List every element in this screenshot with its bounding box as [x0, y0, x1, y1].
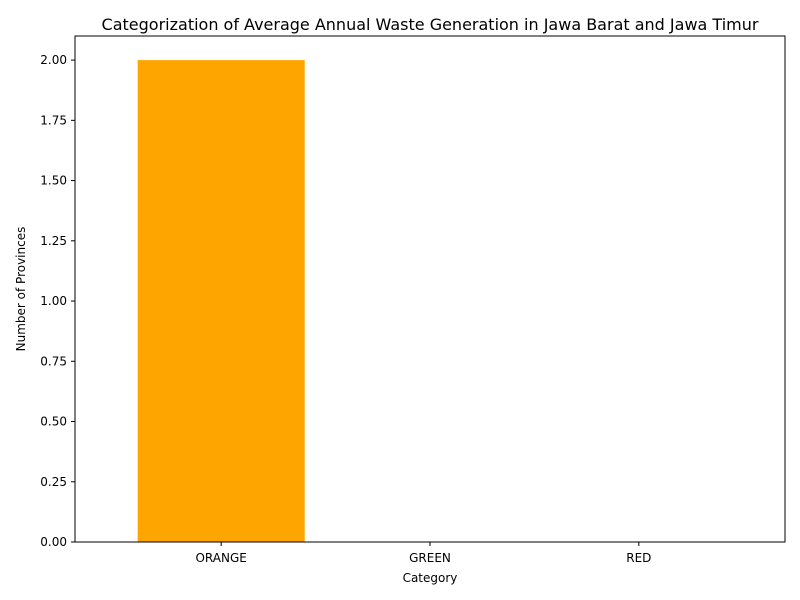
x-tick-label: GREEN [409, 551, 451, 565]
y-tick-label: 1.75 [40, 113, 67, 127]
y-tick-label: 1.25 [40, 234, 67, 248]
x-tick-label: RED [626, 551, 651, 565]
chart-title: Categorization of Average Annual Waste G… [102, 15, 759, 34]
x-tick-label: ORANGE [195, 551, 246, 565]
bar-orange [137, 60, 305, 542]
y-tick-label: 0.25 [40, 475, 67, 489]
x-axis-label: Category [403, 571, 458, 585]
plot-area: ORANGE GREEN RED 0.00 0.25 0.50 0.75 1.00 1.25 1.… [40, 53, 651, 565]
y-tick-label: 0.50 [40, 415, 67, 429]
y-axis-label: Number of Provinces [14, 227, 28, 352]
y-tick-label: 1.50 [40, 174, 67, 188]
y-tick-label: 0.00 [40, 535, 67, 549]
y-tick-label: 1.00 [40, 294, 67, 308]
plot-frame [74, 35, 786, 543]
y-tick-label: 0.75 [40, 354, 67, 368]
y-tick-label: 2.00 [40, 53, 67, 67]
